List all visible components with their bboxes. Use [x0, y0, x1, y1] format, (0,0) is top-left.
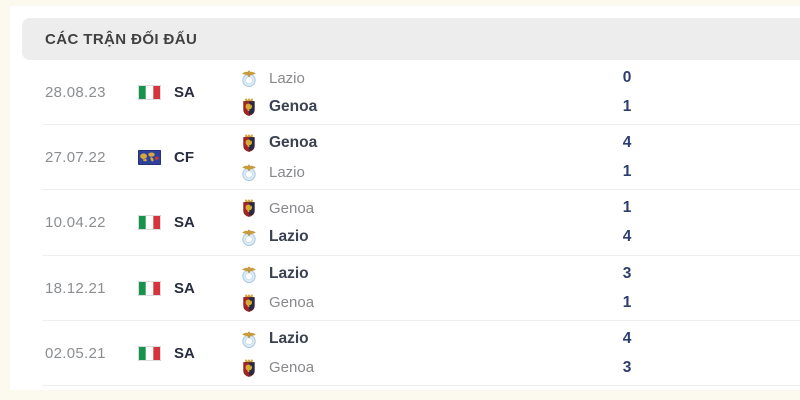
- competition-code: CF: [174, 149, 194, 167]
- competition-flag: [138, 85, 161, 101]
- match-row[interactable]: 28.08.23 SA Lazio 0 Genoa: [10, 60, 800, 126]
- match-date: 18.12.21: [45, 279, 106, 297]
- competition-code: SA: [174, 84, 195, 102]
- team-name: Lazio: [269, 69, 305, 87]
- genoa-club-logo: [243, 98, 255, 117]
- genoa-club-logo: [243, 294, 255, 312]
- competition: CF: [138, 125, 240, 190]
- team-logo: [240, 69, 258, 88]
- competition-flag: [138, 150, 161, 166]
- match-row[interactable]: 27.07.22 CF Genoa 4: [10, 125, 800, 191]
- team-line: Genoa 1: [240, 288, 800, 317]
- team-logo: [240, 163, 258, 182]
- team-line: Lazio 4: [240, 324, 800, 353]
- team-score: 1: [622, 98, 632, 116]
- match-lines: Lazio 0 Genoa 1: [240, 60, 800, 125]
- team-logo: [240, 265, 258, 283]
- team-logo: [240, 98, 258, 117]
- team-name: Genoa: [269, 98, 318, 116]
- team-logo: [240, 199, 258, 218]
- section-title: CÁC TRẬN ĐỐI ĐẤU: [45, 30, 198, 48]
- team-score: 3: [622, 358, 632, 376]
- team-line: Lazio 1: [240, 158, 800, 187]
- team-name: Genoa: [269, 359, 315, 377]
- genoa-club-logo: [243, 359, 255, 377]
- team-logo: [240, 294, 258, 312]
- team-name: Genoa: [269, 134, 318, 152]
- team-logo: [240, 330, 258, 348]
- world-flag-icon: [138, 150, 161, 166]
- match-row[interactable]: 02.05.21 SA Lazio 4 Genoa: [10, 321, 800, 387]
- lazio-club-logo: [242, 331, 256, 348]
- team-line: Lazio 3: [240, 259, 800, 288]
- match-row[interactable]: 10.04.22 SA Genoa 1 Lazio: [10, 190, 800, 256]
- team-score: 4: [622, 329, 632, 347]
- match-date: 27.07.22: [45, 149, 106, 167]
- italy-flag-icon: [138, 345, 161, 361]
- match-date: 28.08.23: [45, 84, 106, 102]
- team-line: Genoa 4: [240, 129, 800, 158]
- competition: SA: [138, 190, 240, 255]
- lazio-club-logo: [242, 266, 256, 283]
- team-line: Genoa 1: [240, 93, 800, 122]
- team-score: 1: [622, 293, 632, 311]
- competition: SA: [138, 321, 240, 386]
- team-logo: [240, 228, 258, 247]
- team-logo: [240, 134, 258, 153]
- head-to-head-card: CÁC TRẬN ĐỐI ĐẤU 28.08.23 SA Lazio 0: [10, 6, 800, 390]
- competition-flag: [138, 345, 161, 361]
- team-line: Lazio 0: [240, 64, 800, 93]
- section-header: CÁC TRẬN ĐỐI ĐẤU: [22, 18, 800, 60]
- competition-code: SA: [174, 279, 195, 297]
- team-name: Lazio: [269, 329, 309, 347]
- team-name: Lazio: [269, 264, 309, 282]
- match-date: 10.04.22: [45, 214, 106, 232]
- team-score: 4: [622, 134, 632, 152]
- team-line: Genoa 1: [240, 194, 800, 223]
- match-date: 02.05.21: [45, 344, 106, 362]
- team-score: 0: [622, 69, 632, 87]
- team-name: Lazio: [269, 163, 305, 181]
- competition-code: SA: [174, 344, 195, 362]
- team-score: 1: [622, 163, 632, 181]
- genoa-club-logo: [243, 134, 255, 153]
- team-name: Genoa: [269, 294, 315, 312]
- match-lines: Genoa 1 Lazio 4: [240, 190, 800, 255]
- italy-flag-icon: [138, 85, 161, 101]
- match-lines: Lazio 4 Genoa 3: [240, 321, 800, 386]
- match-lines: Genoa 4 Lazio 1: [240, 125, 800, 190]
- team-line: Lazio 4: [240, 223, 800, 252]
- team-score: 4: [622, 228, 632, 246]
- competition: SA: [138, 256, 240, 321]
- team-score: 1: [622, 199, 632, 217]
- lazio-club-logo: [242, 230, 256, 247]
- team-name: Lazio: [269, 228, 309, 246]
- genoa-club-logo: [243, 200, 255, 218]
- italy-flag-icon: [138, 215, 161, 231]
- competition-flag: [138, 215, 161, 231]
- match-lines: Lazio 3 Genoa 1: [240, 256, 800, 321]
- competition-code: SA: [174, 214, 195, 232]
- team-logo: [240, 359, 258, 377]
- italy-flag-icon: [138, 280, 161, 296]
- team-line: Genoa 3: [240, 353, 800, 382]
- team-name: Genoa: [269, 199, 315, 217]
- match-row[interactable]: 18.12.21 SA Lazio 3 Genoa: [10, 256, 800, 321]
- match-list: 28.08.23 SA Lazio 0 Genoa: [10, 60, 800, 387]
- competition-flag: [138, 280, 161, 296]
- team-score: 3: [622, 264, 632, 282]
- lazio-club-logo: [242, 70, 256, 88]
- lazio-club-logo: [242, 164, 256, 182]
- competition: SA: [138, 60, 240, 125]
